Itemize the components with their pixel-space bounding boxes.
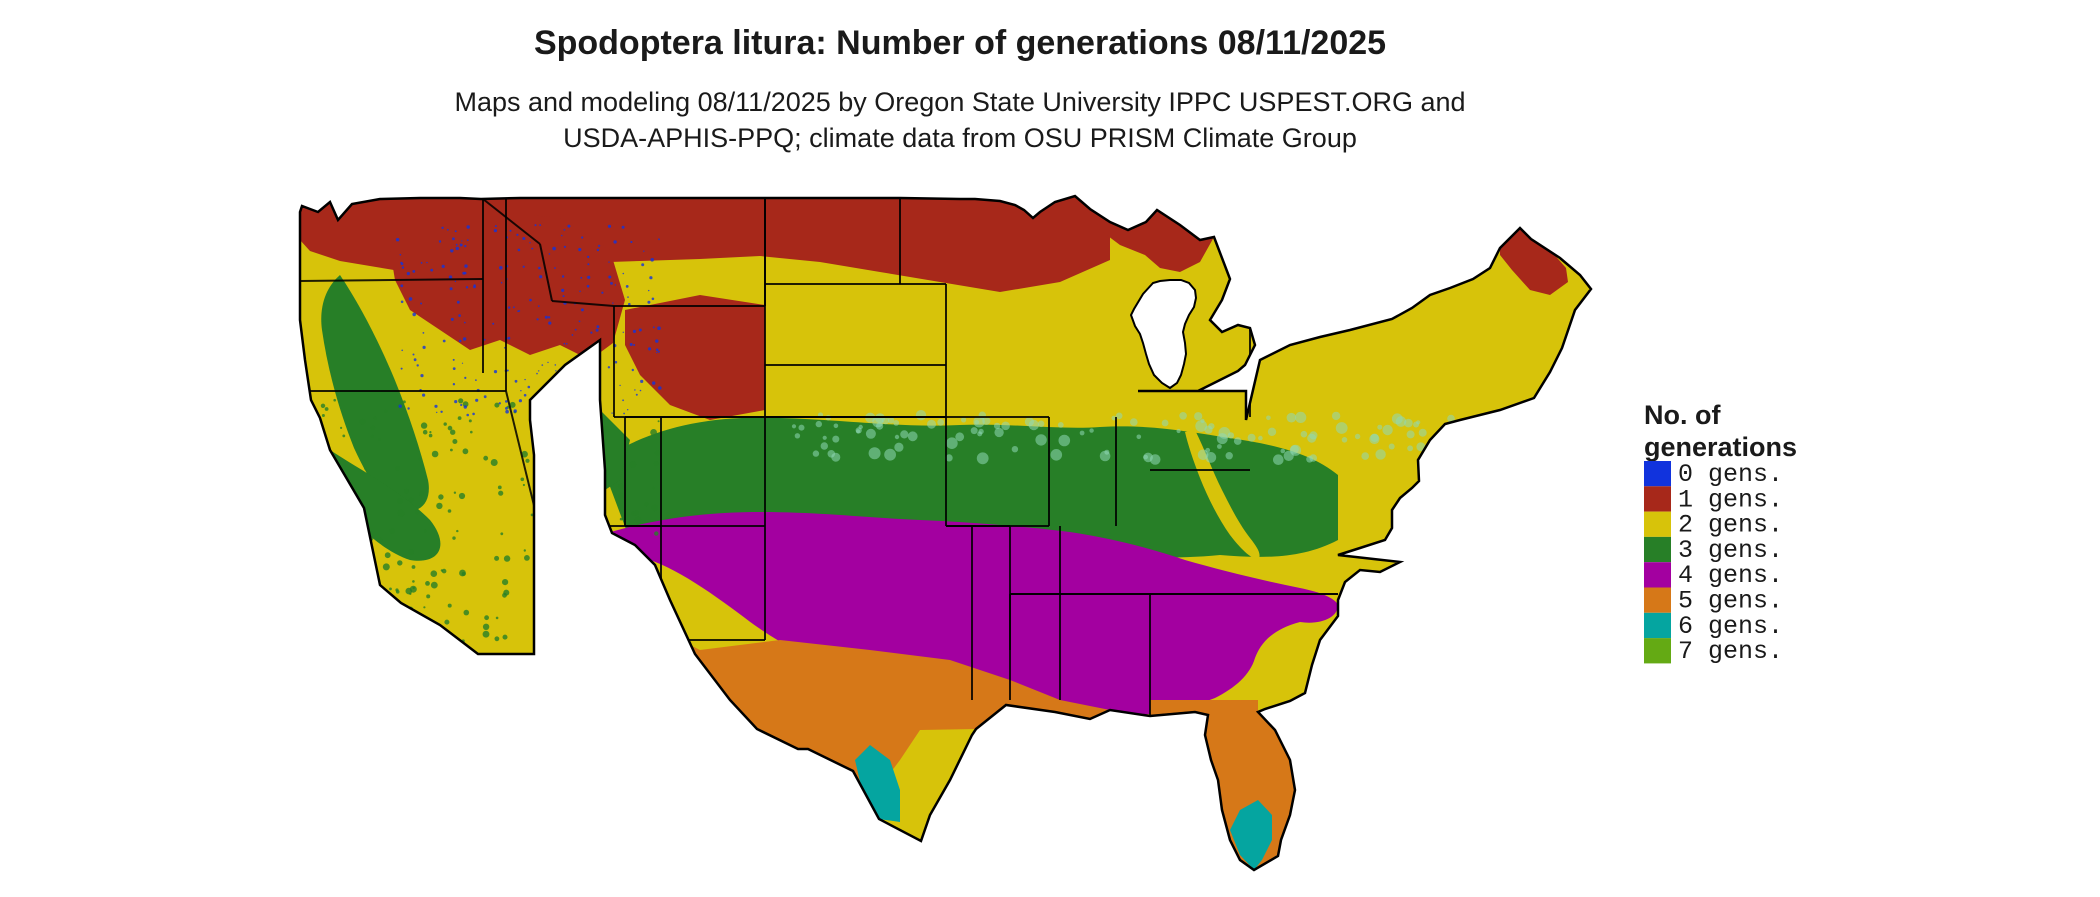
svg-text:7 gens.: 7 gens. [1678,637,1783,666]
